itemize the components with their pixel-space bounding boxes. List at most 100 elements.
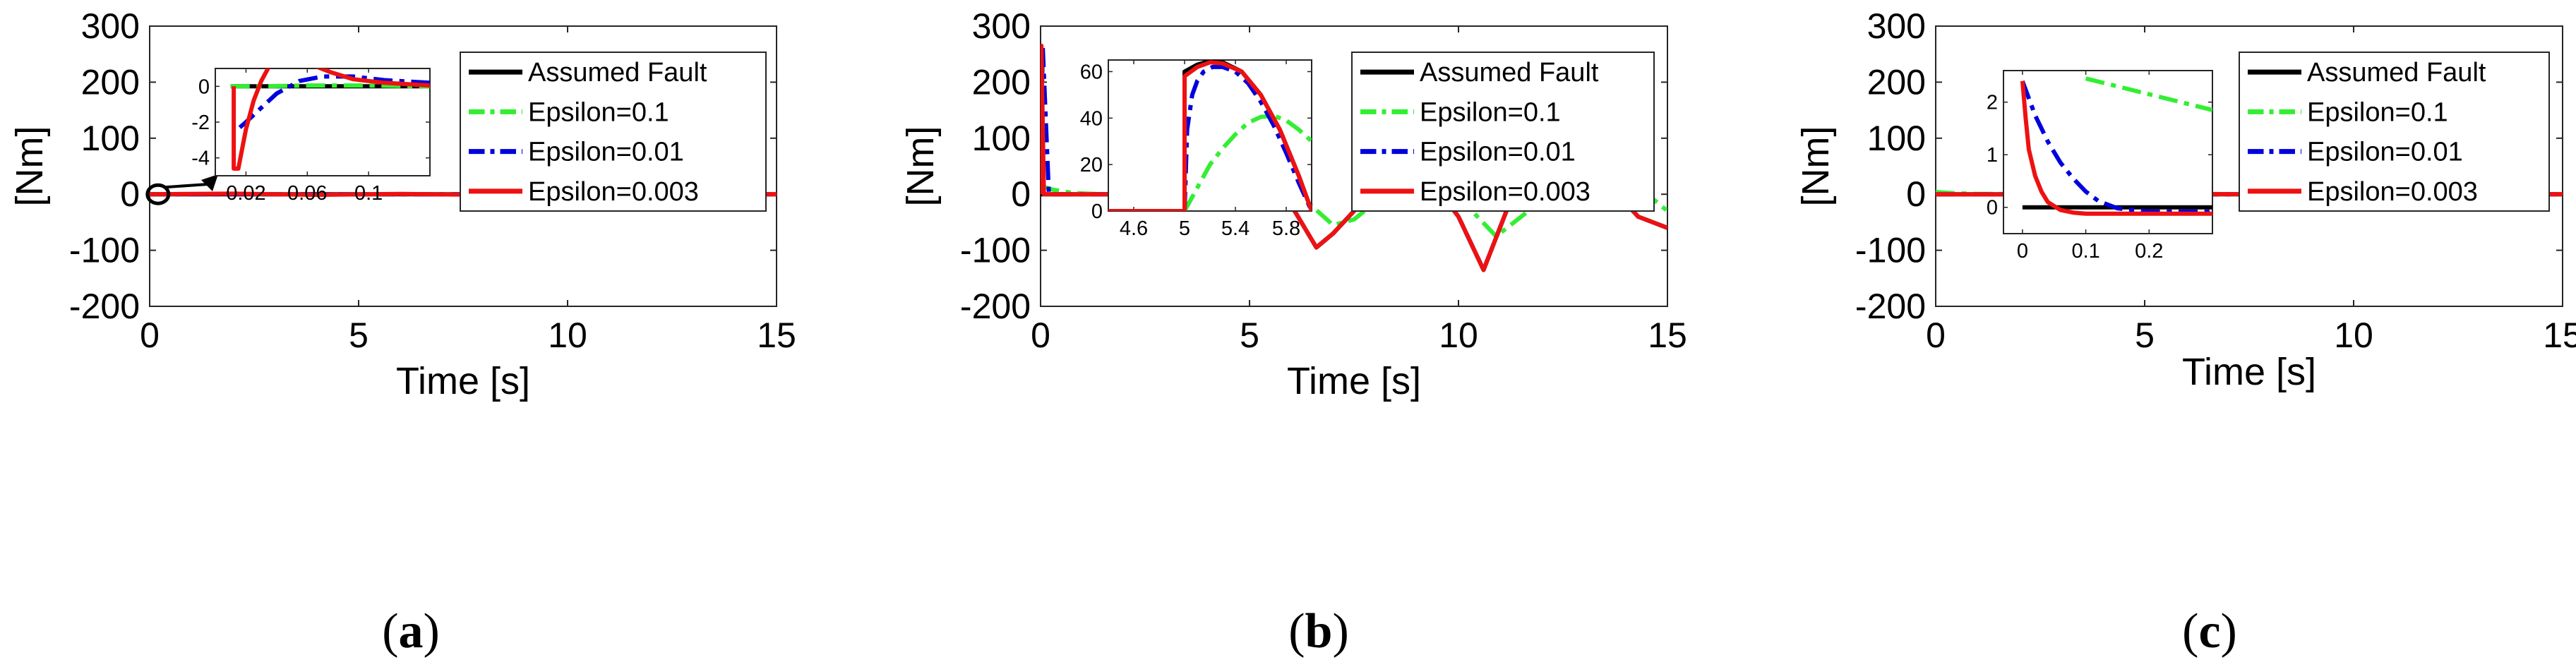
panel-letter: a (399, 604, 424, 659)
inset-series-line-epsilon-0-1 (1182, 114, 1312, 211)
legend-box (1351, 52, 1655, 212)
inset-series-line-epsilon-0-01 (2020, 80, 2212, 214)
x-tick-label: 5 (1240, 316, 1259, 355)
panel-label: (b) (1288, 604, 1349, 659)
x-axis-label: Time [s] (2182, 351, 2316, 393)
x-axis-label: Time [s] (1287, 360, 1421, 402)
legend-entry-label: Epsilon=0.1 (528, 97, 669, 127)
inset-series-line-epsilon-0-1 (2085, 76, 2212, 112)
x-tick-label: 10 (2334, 316, 2373, 355)
legend-entry-label: Epsilon=0.003 (1420, 177, 1590, 207)
inset-y-tick-label: -4 (191, 148, 210, 170)
legend: Assumed Fault Epsilon=0.1 Epsilon=0.01 Epsi… (460, 52, 767, 212)
y-tick-label: -100 (960, 231, 1031, 270)
legend-entry-label: Epsilon=0.1 (1420, 97, 1561, 127)
inset-series-line-epsilon-0-1 (230, 83, 430, 89)
inset-series-group (2020, 76, 2212, 216)
legend-box (460, 52, 767, 212)
inset-y-tick-label: 20 (1080, 154, 1103, 176)
inset-series-line-epsilon-0-01 (1182, 64, 1312, 211)
panel-letter: c (2198, 604, 2220, 659)
paren-open: ( (382, 604, 398, 659)
inset-y-tick-label: 0 (1091, 200, 1103, 223)
inset-x-tick-label: 5.4 (1221, 217, 1250, 240)
panel-letter: b (1305, 604, 1333, 659)
legend-entry-label: Assumed Fault (528, 58, 707, 88)
legend-entry-label: Epsilon=0.01 (2307, 138, 2463, 167)
y-tick-label: -200 (960, 287, 1031, 326)
inset-y-tick-label: 0 (198, 76, 210, 98)
inset-x-tick-label: 5.8 (1272, 217, 1300, 240)
y-tick-label: -200 (1855, 287, 1926, 326)
zoom-circle (145, 183, 171, 205)
inset-chart: 4.6 5 5.4 5.8 0 20 40 60 (1080, 59, 1312, 240)
paren-close: ) (1332, 604, 1348, 659)
inset-series-line-epsilon-0-003 (1108, 60, 1312, 211)
x-tick-label: 0 (1031, 316, 1050, 355)
x-tick-label: 10 (548, 316, 587, 355)
y-tick-label: 200 (81, 62, 140, 102)
x-tick-label: 15 (2543, 316, 2576, 355)
y-tick-label: -100 (1855, 231, 1926, 270)
inset-x-tick-label: 0 (2017, 240, 2028, 263)
y-tick-label: -100 (69, 231, 140, 270)
chart-panel-a: 0 5 10 15 -200 -100 0 100 200 300 Time [s] [Nm] 0.02… (8, 6, 796, 659)
paren-close: ) (2221, 604, 2237, 659)
y-axis-label: [Nm] (1795, 126, 1837, 207)
y-tick-label: 100 (81, 119, 140, 158)
y-tick-label: 200 (972, 62, 1031, 102)
y-axis-label: [Nm] (8, 126, 51, 207)
x-tick-label: 15 (1648, 316, 1687, 355)
inset-y-tick-label: 0 (1987, 197, 1998, 220)
y-tick-label: -200 (69, 287, 140, 326)
legend-entry-label: Assumed Fault (1420, 58, 1599, 88)
inset-series-group (1108, 60, 1312, 211)
inset-series-line-epsilon-0-003 (232, 68, 430, 171)
legend-box (2239, 52, 2550, 212)
legend-entry-label: Epsilon=0.01 (528, 138, 684, 167)
inset-y-tick-label: 1 (1987, 144, 1998, 167)
inset-x-tick-label: 0.06 (287, 182, 327, 205)
paren-open: ( (1288, 604, 1305, 659)
inset-y-tick-label: -2 (191, 112, 210, 134)
y-tick-label: 300 (972, 6, 1031, 46)
x-tick-label: 0 (140, 316, 160, 355)
x-axis-label: Time [s] (396, 360, 530, 402)
zoom-arrow-head (201, 174, 218, 191)
inset-chart: 0.02 0.06 0.1 -4 -2 0 (191, 68, 431, 205)
paren-close: ) (424, 604, 440, 659)
inset-chart: 0 0.1 0.2 0 1 2 (1987, 70, 2213, 263)
inset-y-tick-label: 60 (1080, 61, 1103, 83)
inset-series-line-epsilon-0-003 (2020, 80, 2212, 216)
y-tick-label: 100 (1867, 119, 1926, 158)
x-tick-label: 5 (2135, 316, 2155, 355)
y-tick-label: 200 (1867, 62, 1926, 102)
x-tick-label: 10 (1439, 316, 1478, 355)
y-tick-label: 0 (120, 174, 140, 214)
y-tick-label: 0 (1011, 174, 1031, 214)
y-tick-label: 300 (81, 6, 140, 46)
y-axis-label: [Nm] (899, 126, 942, 207)
y-tick-label: 300 (1867, 6, 1926, 46)
inset-x-tick-label: 4.6 (1120, 217, 1148, 240)
paren-open: ( (2182, 604, 2198, 659)
x-tick-label: 15 (757, 316, 796, 355)
inset-x-tick-label: 0.1 (2071, 240, 2099, 263)
y-tick-label: 0 (1906, 174, 1926, 214)
inset-series-group (230, 68, 430, 171)
inset-x-tick-label: 0.02 (226, 182, 265, 205)
inset-y-tick-label: 2 (1987, 92, 1998, 114)
legend-entry-label: Epsilon=0.01 (1420, 138, 1576, 167)
panel-label: (c) (2182, 604, 2237, 659)
inset-y-tick-label: 40 (1080, 107, 1103, 130)
zoom-arrow-line (164, 183, 209, 189)
legend: Assumed Fault Epsilon=0.1 Epsilon=0.01 Epsi… (1351, 52, 1655, 212)
legend-entry-label: Epsilon=0.003 (2307, 177, 2478, 207)
x-tick-label: 0 (1926, 316, 1946, 355)
inset-x-tick-label: 0.1 (354, 182, 383, 205)
x-tick-label: 5 (349, 316, 369, 355)
legend-entry-label: Epsilon=0.003 (528, 177, 699, 207)
inset-x-tick-label: 0.2 (2135, 240, 2163, 263)
